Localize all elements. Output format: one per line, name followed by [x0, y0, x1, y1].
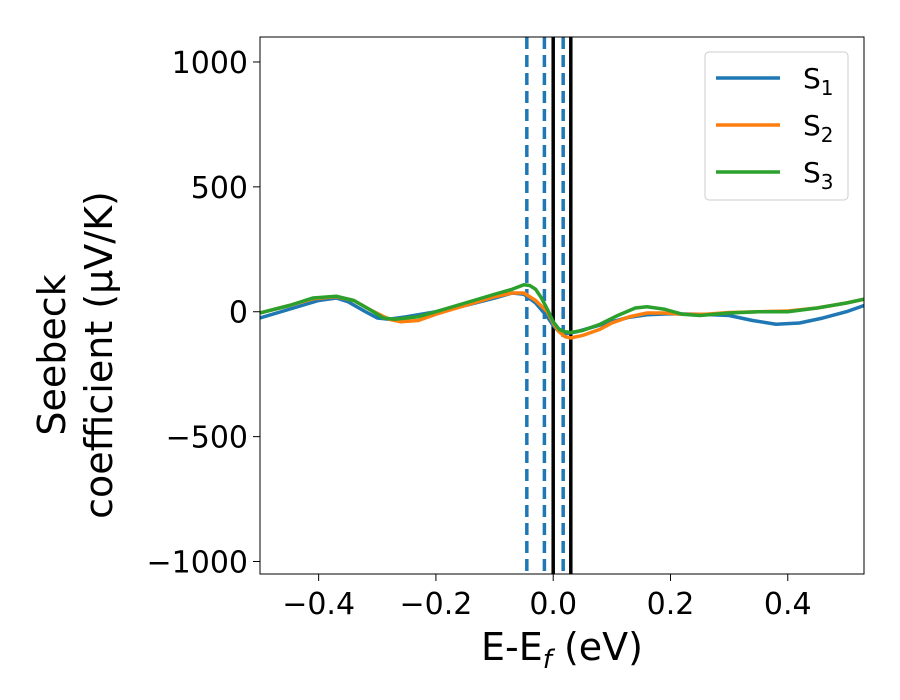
x-tick-label-3: 0.2	[647, 587, 695, 622]
x-tick-label-1: −0.2	[399, 587, 472, 622]
series-line-s3	[260, 283, 864, 335]
y-tick-label-3: −500	[166, 421, 248, 456]
y-tick-label-2: 0	[229, 296, 248, 331]
x-axis-ticks: −0.4 −0.2 0.0 0.2 0.4	[282, 574, 812, 622]
y-axis-label-line1: Seebeck	[30, 274, 74, 435]
y-tick-label-4: −1000	[147, 546, 248, 581]
x-tick-label-0: −0.4	[282, 587, 355, 622]
y-axis-ticks: 1000 500 0 −500 −1000	[147, 46, 260, 581]
x-tick-label-2: 0.0	[529, 587, 577, 622]
x-tick-label-4: 0.4	[764, 587, 812, 622]
legend: S1 S2 S3	[704, 51, 849, 201]
y-tick-label-1: 500	[191, 171, 248, 206]
legend-label-s2: S2	[803, 109, 834, 147]
legend-label-s1: S1	[803, 62, 834, 100]
vertical-reference-lines	[525, 37, 573, 574]
y-axis-label-line2: coefficient (μV/K)	[77, 191, 121, 519]
plot-frame	[259, 36, 865, 575]
legend-label-s3: S3	[803, 156, 834, 194]
x-axis-label-unit: (eV)	[552, 625, 643, 669]
series-lines	[260, 283, 864, 340]
x-axis-label: E-Ef (eV)	[481, 625, 643, 675]
x-axis-label-main: E-E	[481, 625, 543, 669]
y-tick-label-0: 1000	[172, 46, 248, 81]
